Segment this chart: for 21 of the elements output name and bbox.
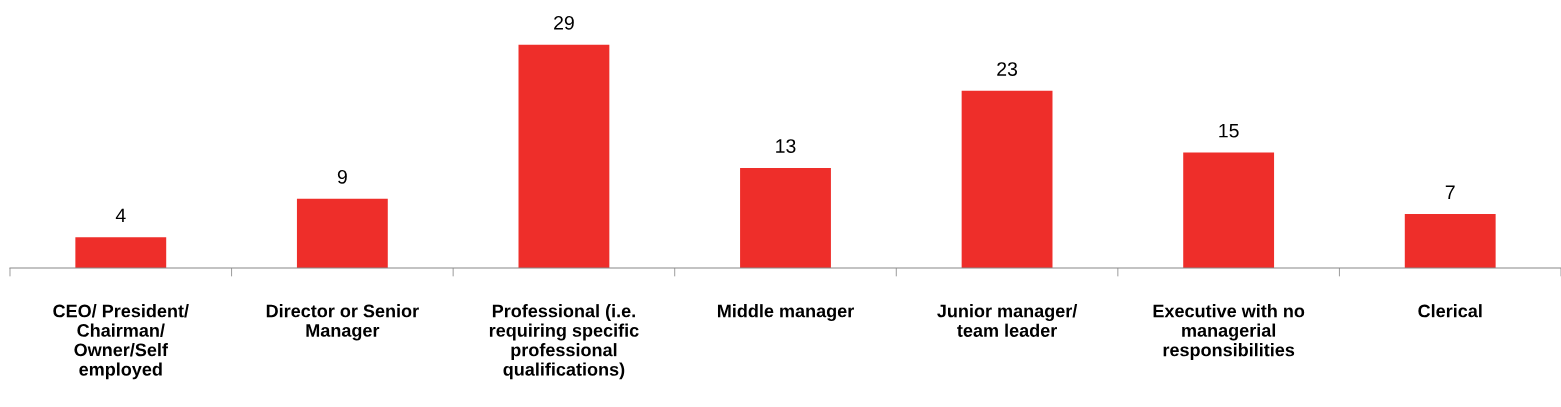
data-label: 13 [776, 139, 796, 153]
data-label: 7 [1445, 185, 1455, 199]
x-tick-label: Professional (i.e. requiring specific professional qualifications) [489, 304, 639, 380]
data-label: 15 [1219, 123, 1239, 138]
x-tick-label: Junior manager/ team leader [937, 304, 1078, 337]
bar [75, 237, 167, 268]
bar [740, 167, 831, 268]
data-label: 4 [115, 208, 126, 223]
bar [1183, 152, 1275, 268]
x-tick-label: Executive with no managerial responsibilities [1153, 304, 1305, 360]
data-label: 29 [554, 15, 574, 30]
data-label: 9 [337, 169, 347, 184]
x-tick-label: Director or Senior Manager [266, 304, 419, 341]
bar [1404, 214, 1496, 268]
x-tick-label: Middle manager [717, 304, 854, 322]
bar [296, 198, 388, 268]
bar [961, 90, 1053, 268]
data-label: 23 [997, 62, 1018, 76]
x-tick-label: CEO/ President/ Chairman/ Owner/Self employed [53, 304, 189, 380]
x-tick-label: Clerical [1418, 304, 1482, 318]
bar [518, 44, 610, 268]
